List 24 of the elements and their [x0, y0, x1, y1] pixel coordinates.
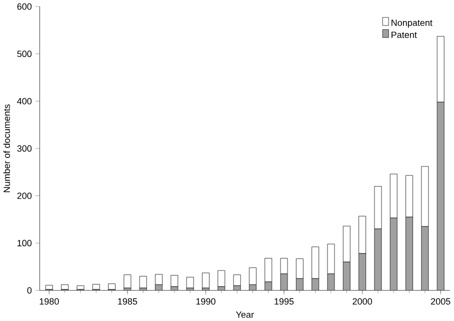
x-axis-title: Year [236, 311, 254, 318]
x-tick-label: 2000 [352, 298, 372, 305]
y-axis-title: Number of documents [3, 104, 10, 192]
bar [139, 276, 147, 288]
y-tick-label: 0 [27, 287, 32, 294]
x-tick-label: 1980 [40, 298, 59, 305]
x-tick-label: 2005 [431, 298, 450, 305]
bar [170, 274, 178, 287]
y-tick-label: 400 [17, 98, 32, 104]
x-tick-label: 1990 [196, 298, 216, 305]
bar [124, 274, 132, 288]
bar [186, 276, 194, 288]
bar [218, 270, 226, 287]
y-tick-label: 100 [18, 240, 32, 246]
y-tick-label: 300 [17, 145, 32, 152]
bar [233, 274, 241, 286]
legend-label: Nonpatent [392, 20, 432, 28]
bar [202, 272, 210, 288]
y-tick-label: 200 [17, 192, 32, 199]
x-tick-label: 1995 [274, 298, 294, 305]
legend-label: Patent [392, 32, 417, 38]
y-tick-label: 600 [17, 3, 32, 10]
x-tick-label: 1985 [118, 298, 138, 305]
y-tick-label: 500 [17, 50, 32, 57]
